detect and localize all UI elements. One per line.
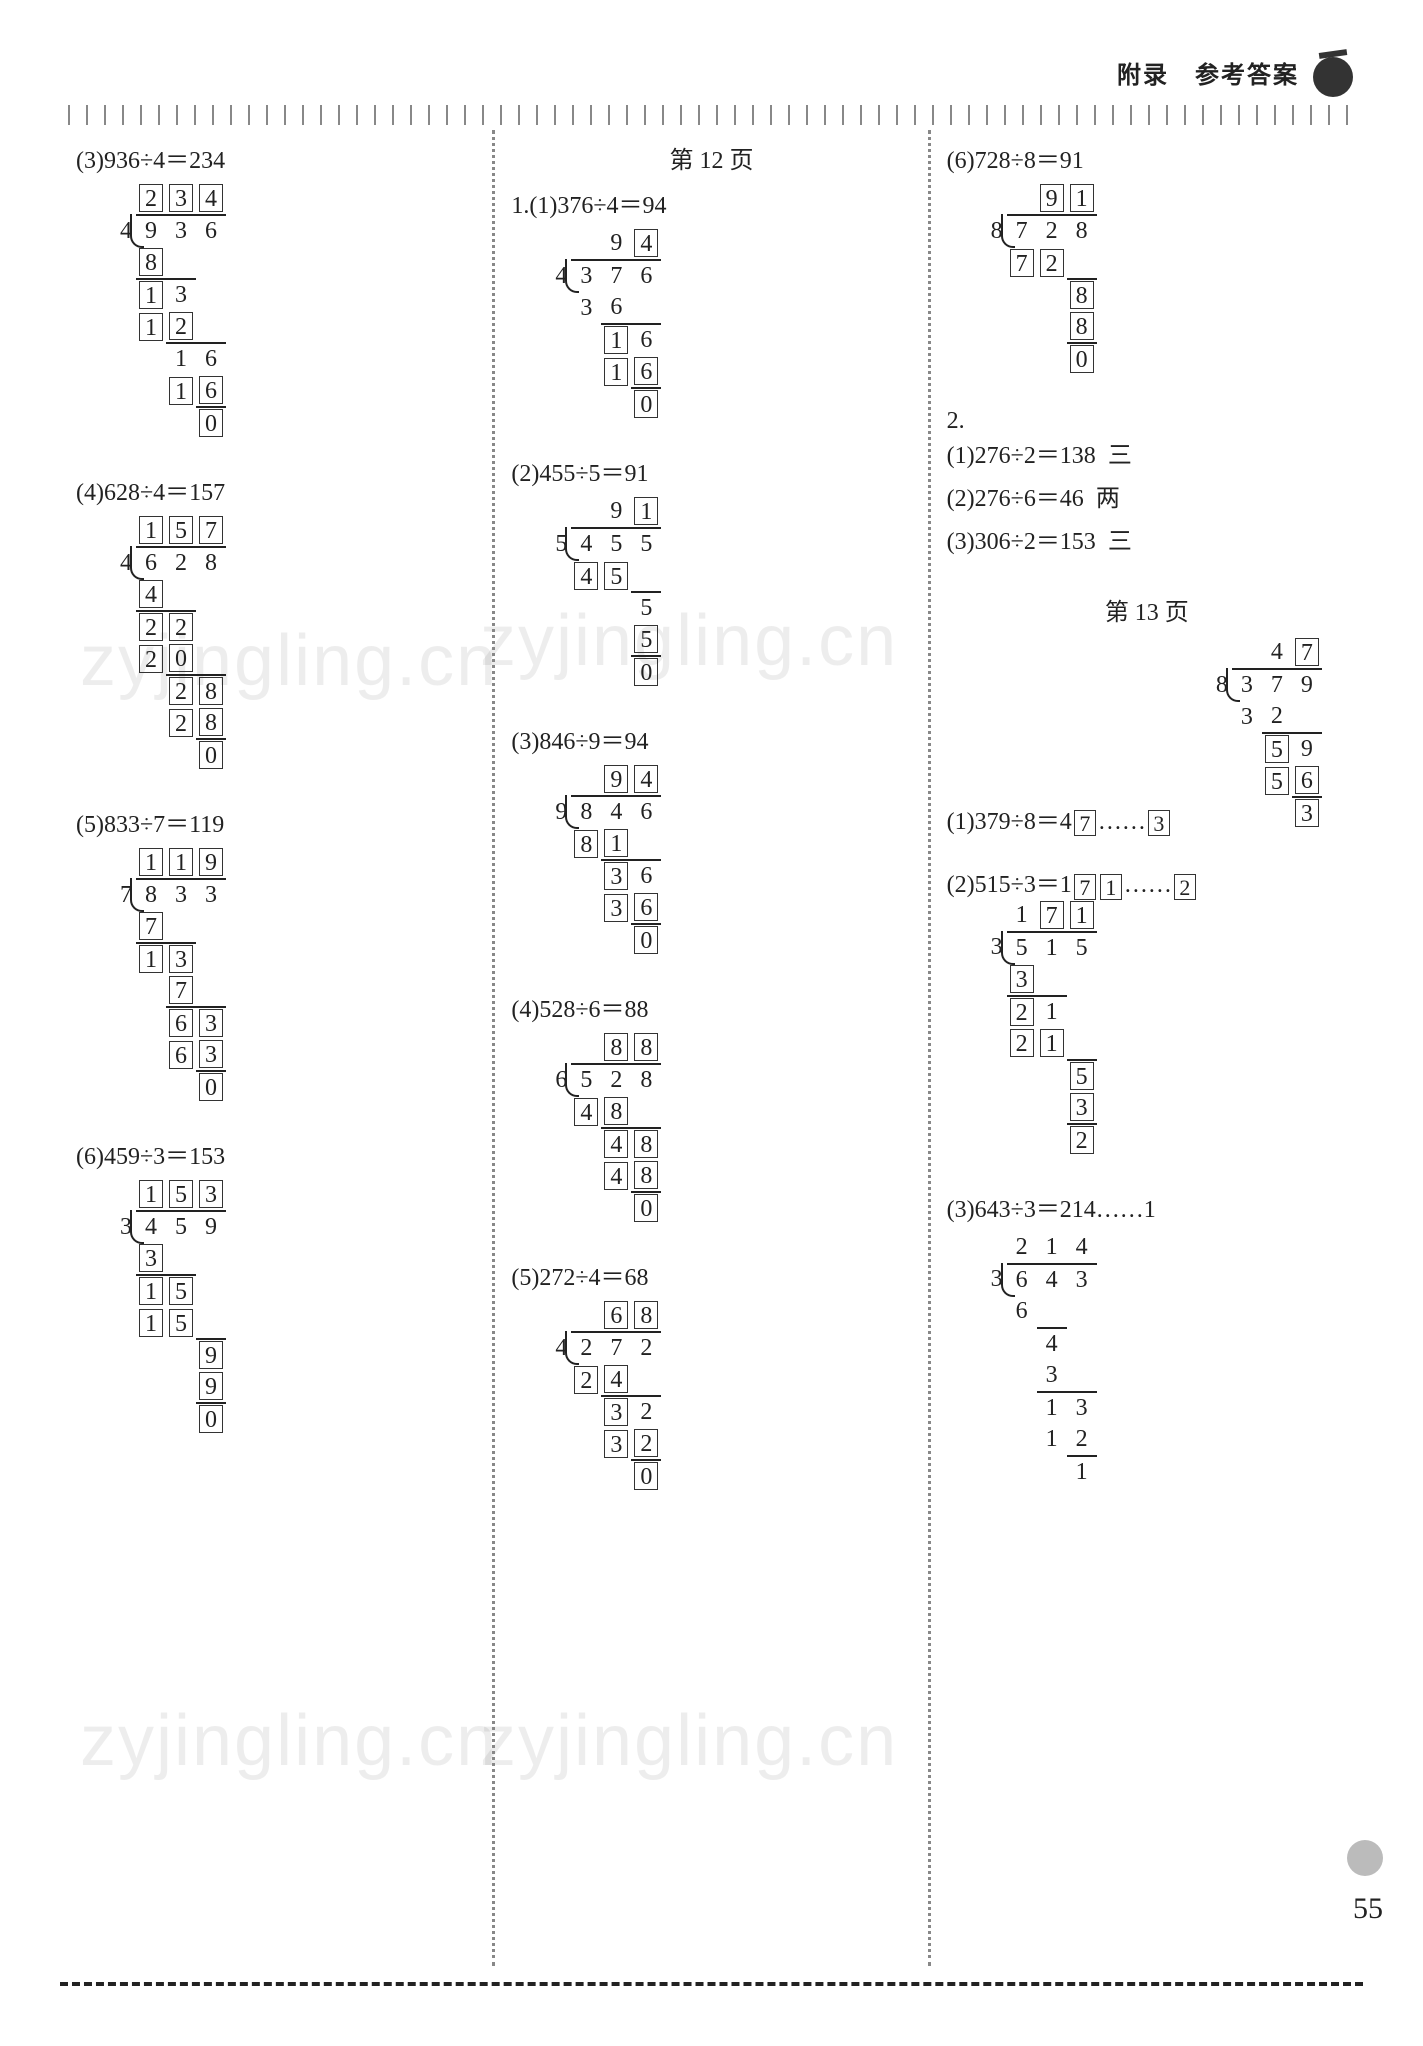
column-right: (6)728÷8＝91 91872872880 2.(1)276÷2＝138三 (2)… [931,130,1363,1966]
problem: (6)728÷8＝91 91872872880 [947,140,1347,380]
problem: (5)833÷7＝119 1197833713763630 [76,804,476,1108]
page: 附录 参考答案 zyjingling.cn zyjingling.cn zyji… [0,0,1423,2046]
long-division: 9498468136360 [541,764,661,956]
content-columns: (3)936÷4＝234 23449368131216160 (4)628÷4＝15… [60,130,1363,1966]
long-division: 9443763616160 [541,228,661,420]
problem: (2)515÷3＝171……2171351532121532 [947,864,1347,1160]
section-title: 第 13 页 [947,592,1347,627]
problem: 2.(1)276÷2＝138三 (2)276÷6＝46两 (3)306÷2＝153三 [947,408,1347,564]
header-title: 附录 参考答案 [1117,63,1299,89]
long-division: 171351532121532 [977,900,1097,1156]
page-header: 附录 参考答案 [1117,55,1353,97]
equation: (4)528÷6＝88 [511,989,911,1024]
problem: (3)846÷9＝94 9498468136360 [511,721,911,961]
section-title: 第 12 页 [511,140,911,175]
long-division: 15746284222028280 [106,515,226,771]
decorative-icon [1347,1840,1383,1876]
long-division: 153345931515990 [106,1179,226,1435]
equation: (3)643÷3＝214……1 [947,1189,1347,1224]
column-middle: 第 12 页 1.(1)376÷4＝94 9443763616160 (2)455÷5… [495,130,927,1966]
page-number: 55 [1353,1892,1383,1926]
long-division: 23449368131216160 [106,183,226,439]
problem: (2)455÷5＝91 91545545550 [511,453,911,693]
equation: (4)628÷4＝157 [76,472,476,507]
equation: (6)728÷8＝91 [947,140,1347,175]
scholar-icon [1313,57,1353,97]
equation: (3)846÷9＝94 [511,721,911,756]
problem: 第 12 页 1.(1)376÷4＝94 9443763616160 [511,140,911,425]
long-division: 8865284848480 [541,1032,661,1224]
problem: (3)936÷4＝234 23449368131216160 [76,140,476,444]
long-division: 91545545550 [541,496,661,688]
problem: (3)643÷3＝214……1 214364364313121 [947,1189,1347,1493]
equation: (6)459÷3＝153 [76,1136,476,1171]
problem-prefix: 2. [947,408,965,434]
long-division: 214364364313121 [977,1232,1097,1488]
equation: (1)379÷8＝47……3 [947,809,1172,835]
problem: (5)272÷4＝68 6842722432320 [511,1257,911,1497]
problem: 第 13 页 (1)379÷8＝47……3 4783793259563 [947,592,1347,836]
problem: (4)628÷4＝157 15746284222028280 [76,472,476,776]
decorative-border-top [60,105,1363,125]
equation: (2)276÷6＝46两 [947,478,1347,513]
equation: (3)936÷4＝234 [76,140,476,175]
problem: (4)528÷6＝88 8865284848480 [511,989,911,1229]
equation: 1.(1)376÷4＝94 [511,185,911,220]
column-left: (3)936÷4＝234 23449368131216160 (4)628÷4＝15… [60,130,492,1966]
equation: (1)276÷2＝138三 [947,435,1347,470]
problem: (6)459÷3＝153 153345931515990 [76,1136,476,1440]
long-division: 91872872880 [977,183,1097,375]
long-division: 1197833713763630 [106,847,226,1103]
equation: (5)833÷7＝119 [76,804,476,839]
decorative-border-bottom [60,1982,1363,1986]
equation: (2)455÷5＝91 [511,453,911,488]
long-division: 4783793259563 [1202,637,1322,829]
equation: (5)272÷4＝68 [511,1257,911,1292]
equation: (2)515÷3＝171……2 [947,872,1198,898]
long-division: 6842722432320 [541,1300,661,1492]
equation: (3)306÷2＝153三 [947,521,1347,556]
